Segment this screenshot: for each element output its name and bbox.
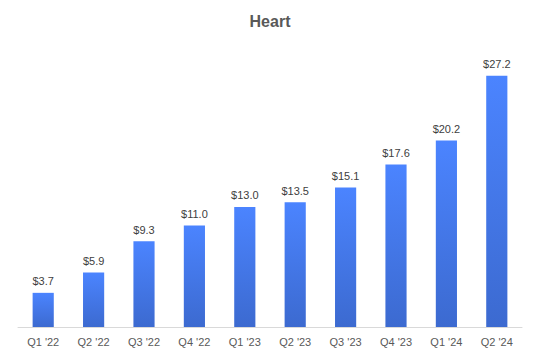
svg-text:Q1 '23: Q1 '23 xyxy=(229,336,261,348)
svg-text:Q3 '22: Q3 '22 xyxy=(128,336,160,348)
svg-text:$5.9: $5.9 xyxy=(83,255,104,267)
svg-text:Q4 '23: Q4 '23 xyxy=(380,336,412,348)
svg-text:$9.3: $9.3 xyxy=(133,224,154,236)
svg-text:Heart: Heart xyxy=(250,13,292,30)
svg-text:Q4 '22: Q4 '22 xyxy=(178,336,210,348)
svg-text:Q3 '23: Q3 '23 xyxy=(330,336,362,348)
svg-text:Q1 '22: Q1 '22 xyxy=(27,336,59,348)
svg-text:$27.2: $27.2 xyxy=(483,58,511,70)
svg-text:$11.0: $11.0 xyxy=(181,208,208,220)
svg-text:Q1 '24: Q1 '24 xyxy=(430,336,462,348)
svg-text:$20.2: $20.2 xyxy=(433,123,461,135)
svg-text:$15.1: $15.1 xyxy=(332,170,360,182)
svg-text:Q2 '23: Q2 '23 xyxy=(279,336,311,348)
svg-text:Q2 '24: Q2 '24 xyxy=(481,336,513,348)
svg-text:$17.6: $17.6 xyxy=(382,147,410,159)
svg-text:$3.7: $3.7 xyxy=(32,275,53,287)
svg-text:$13.0: $13.0 xyxy=(231,189,259,201)
svg-text:Q2 '22: Q2 '22 xyxy=(78,336,110,348)
svg-text:$13.5: $13.5 xyxy=(281,185,309,197)
